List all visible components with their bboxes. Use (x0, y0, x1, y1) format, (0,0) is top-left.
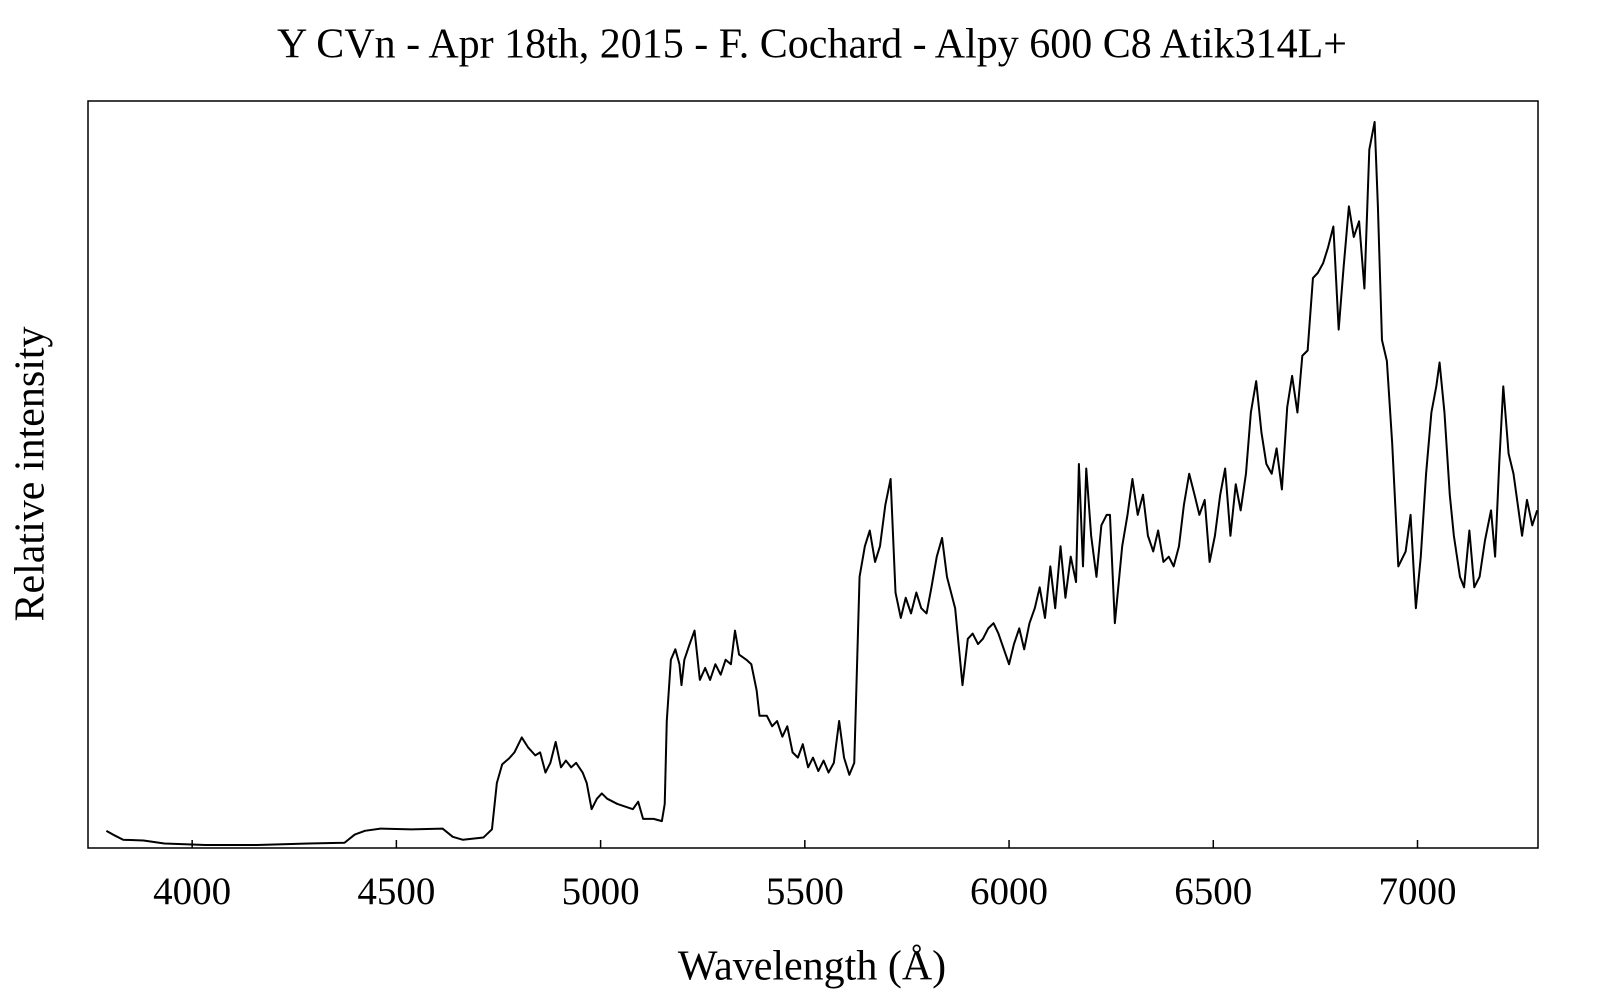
x-tick-label: 7000 (1379, 870, 1457, 913)
spectrum-line (105, 120, 1539, 847)
x-axis-label: Wavelength (Å) (678, 944, 946, 990)
x-tick-label: 5000 (562, 870, 640, 913)
x-tick-label: 6000 (970, 870, 1048, 913)
y-axis-label: Relative intensity (8, 326, 54, 621)
chart-title: Y CVn - Apr 18th, 2015 - F. Cochard - Al… (277, 22, 1347, 68)
x-tick-label: 4500 (357, 870, 435, 913)
x-tick-label: 6500 (1174, 870, 1252, 913)
plot-frame (87, 100, 1539, 849)
x-tick-label: 4000 (153, 870, 231, 913)
x-tick-label: 5500 (766, 870, 844, 913)
